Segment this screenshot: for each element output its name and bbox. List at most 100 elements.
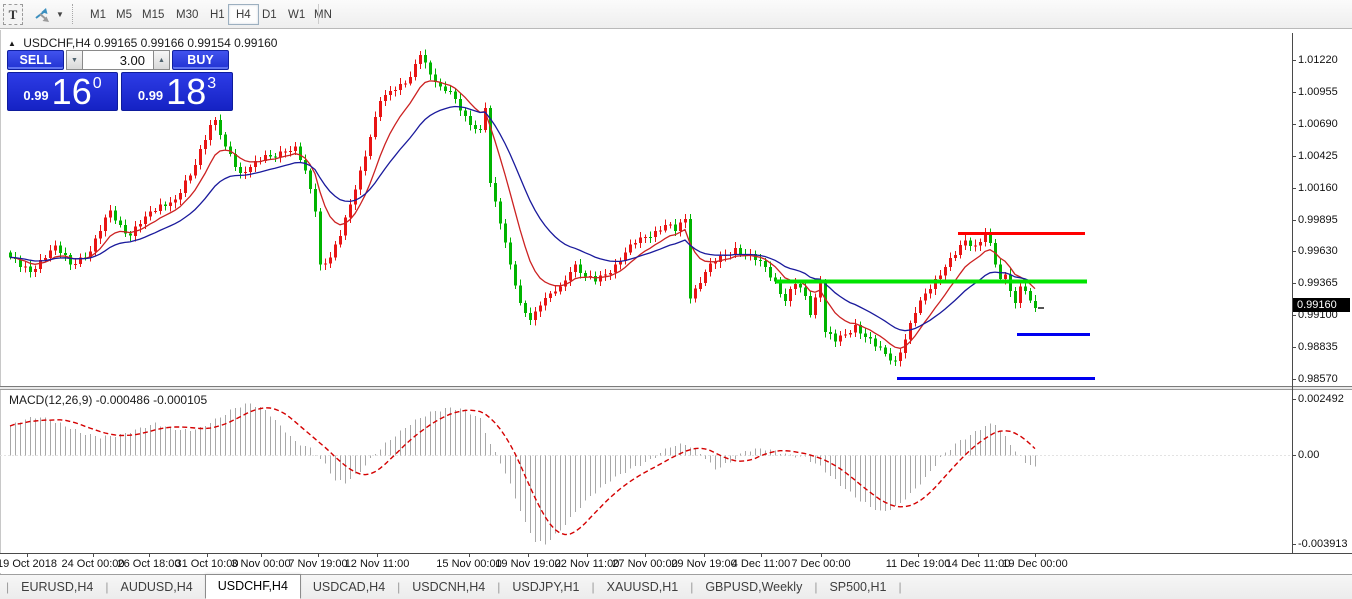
time-axis-tick (93, 554, 94, 557)
chart-tab-sp500[interactable]: SP500,H1 (829, 580, 887, 594)
chart-tab-usdchf[interactable]: USDCHF,H4 (204, 573, 301, 599)
price-axis-label: 1.01220 (1298, 54, 1338, 66)
panel-divider (0, 389, 1352, 390)
price-axis-label: 0.99630 (1298, 245, 1338, 257)
time-axis-tick (318, 554, 319, 557)
price-axis-tick (1292, 156, 1296, 157)
buy-price-box[interactable]: 0.99 18 3 (121, 72, 233, 111)
volume-input[interactable] (83, 50, 153, 70)
toolbar-separator (318, 4, 319, 24)
time-axis-label: 27 Nov 00:00 (612, 558, 678, 570)
chart-tab-gbpusd[interactable]: GBPUSD,Weekly (705, 580, 803, 594)
price-axis-tick (1292, 379, 1296, 380)
time-axis-tick (149, 554, 150, 557)
chart-tab-eurusd[interactable]: EURUSD,H4 (21, 580, 94, 594)
collapse-triangle-icon[interactable]: ▲ (8, 39, 16, 48)
macd-axis-label: 0.002492 (1298, 393, 1344, 405)
sell-price-prefix: 0.99 (23, 88, 49, 103)
arrow-objects-icon[interactable] (30, 4, 54, 25)
price-axis-label: 1.00160 (1298, 182, 1338, 194)
sell-button[interactable]: SELL (7, 50, 64, 70)
buy-button[interactable]: BUY (172, 50, 229, 70)
chart-tab-usdcad[interactable]: USDCAD,H4 (312, 580, 386, 594)
time-axis-label: 19 Nov 19:00 (495, 558, 561, 570)
text-tool-icon[interactable]: T (3, 4, 23, 25)
price-axis-tick (1292, 251, 1296, 252)
window-border (0, 30, 1, 575)
macd-indicator-canvas[interactable] (0, 390, 1292, 553)
time-axis-tick (261, 554, 262, 557)
time-axis-tick (377, 554, 378, 557)
timeframe-button-m15[interactable]: M15 (142, 8, 165, 21)
price-axis-label: 1.00425 (1298, 150, 1338, 162)
ohlc-values: 0.99165 0.99166 0.99154 0.99160 (93, 36, 278, 50)
price-axis-label: 0.98570 (1298, 373, 1338, 385)
tab-separator: | (591, 580, 595, 594)
price-axis-label: 1.00955 (1298, 86, 1338, 98)
chart-tab-usdcnh[interactable]: USDCNH,H4 (412, 580, 486, 594)
time-axis-tick (918, 554, 919, 557)
price-axis-label: 0.99100 (1298, 309, 1338, 321)
timeframe-button-h1[interactable]: H1 (210, 8, 225, 21)
buy-price-big: 18 (166, 71, 207, 112)
time-axis-tick (821, 554, 822, 557)
timeframe-button-m30[interactable]: M30 (176, 8, 199, 21)
time-axis-label: 11 Dec 19:00 (885, 558, 951, 570)
price-axis-label: 0.98835 (1298, 341, 1338, 353)
tab-separator: | (690, 580, 694, 594)
chart-tab-audusd[interactable]: AUDUSD,H4 (120, 580, 193, 594)
chart-tab-xauusd[interactable]: XAUUSD,H1 (606, 580, 679, 594)
time-axis-label: 26 Oct 18:00 (117, 558, 181, 570)
time-axis-tick (27, 554, 28, 557)
price-axis-tick (1292, 220, 1296, 221)
price-axis-tick (1292, 92, 1296, 93)
macd-indicator-label: MACD(12,26,9) -0.000486 -0.000105 (9, 393, 208, 407)
time-axis-label: 29 Nov 19:00 (671, 558, 737, 570)
time-axis-label: 3 Nov 00:00 (231, 558, 291, 570)
time-axis-tick (704, 554, 705, 557)
time-axis-label: 12 Nov 11:00 (344, 558, 410, 570)
chart-tab-usdjpy[interactable]: USDJPY,H1 (512, 580, 580, 594)
tab-separator: | (105, 580, 109, 594)
price-axis-tick (1292, 60, 1296, 61)
timeframe-button-m5[interactable]: M5 (116, 8, 132, 21)
price-chart-canvas[interactable] (0, 33, 1292, 386)
time-axis-label: 22 Nov 11:00 (554, 558, 620, 570)
panel-splitter[interactable] (0, 387, 1352, 390)
volume-increase-icon[interactable]: ▲ (153, 50, 170, 70)
current-price-label: 0.99160 (1293, 298, 1350, 312)
macd-axis-tick (1292, 544, 1296, 545)
time-axis[interactable]: 19 Oct 2018 24 Oct 00:00 26 Oct 18:00 31 Oc… (0, 554, 1352, 573)
time-axis-label: 7 Nov 19:00 (288, 558, 348, 570)
chart-symbol-header: ▲ USDCHF,H4 0.99165 0.99166 0.99154 0.99… (8, 36, 277, 50)
macd-axis-tick (1292, 399, 1296, 400)
buy-price-pipette: 3 (207, 75, 217, 92)
time-axis-label: 15 Nov 00:00 (436, 558, 502, 570)
price-axis-tick (1292, 283, 1296, 284)
time-axis-tick (528, 554, 529, 557)
sell-price-box[interactable]: 0.99 16 0 (7, 72, 118, 111)
timeframe-button-m1[interactable]: M1 (90, 8, 106, 21)
chart-right-frame (1292, 33, 1293, 554)
sell-price-pipette: 0 (92, 75, 102, 92)
macd-axis-label: 0.00 (1298, 449, 1320, 461)
timeframe-button-mn[interactable]: MN (314, 8, 332, 21)
macd-axis-tick (1292, 455, 1296, 456)
time-axis-label: 14 Dec 11:00 (945, 558, 1011, 570)
sell-price-big: 16 (51, 71, 92, 112)
timeframe-button-w1[interactable]: W1 (288, 8, 306, 21)
price-axis-label: 0.99365 (1298, 277, 1338, 289)
time-axis-label: 31 Oct 10:00 (175, 558, 239, 570)
volume-decrease-icon[interactable]: ▼ (66, 50, 83, 70)
timeframe-button-h4[interactable]: H4 (228, 4, 259, 25)
timeframe-button-d1[interactable]: D1 (262, 8, 277, 21)
time-axis-tick (469, 554, 470, 557)
volume-stepper: ▼ ▲ (66, 50, 170, 70)
time-axis-tick (587, 554, 588, 557)
chart-window: ▲ USDCHF,H4 0.99165 0.99166 0.99154 0.99… (0, 30, 1352, 599)
tab-separator: | (814, 580, 818, 594)
chevron-down-icon[interactable]: ▼ (56, 10, 64, 19)
toolbar-grip[interactable] (72, 4, 76, 24)
chart-bottom-frame (0, 553, 1352, 554)
